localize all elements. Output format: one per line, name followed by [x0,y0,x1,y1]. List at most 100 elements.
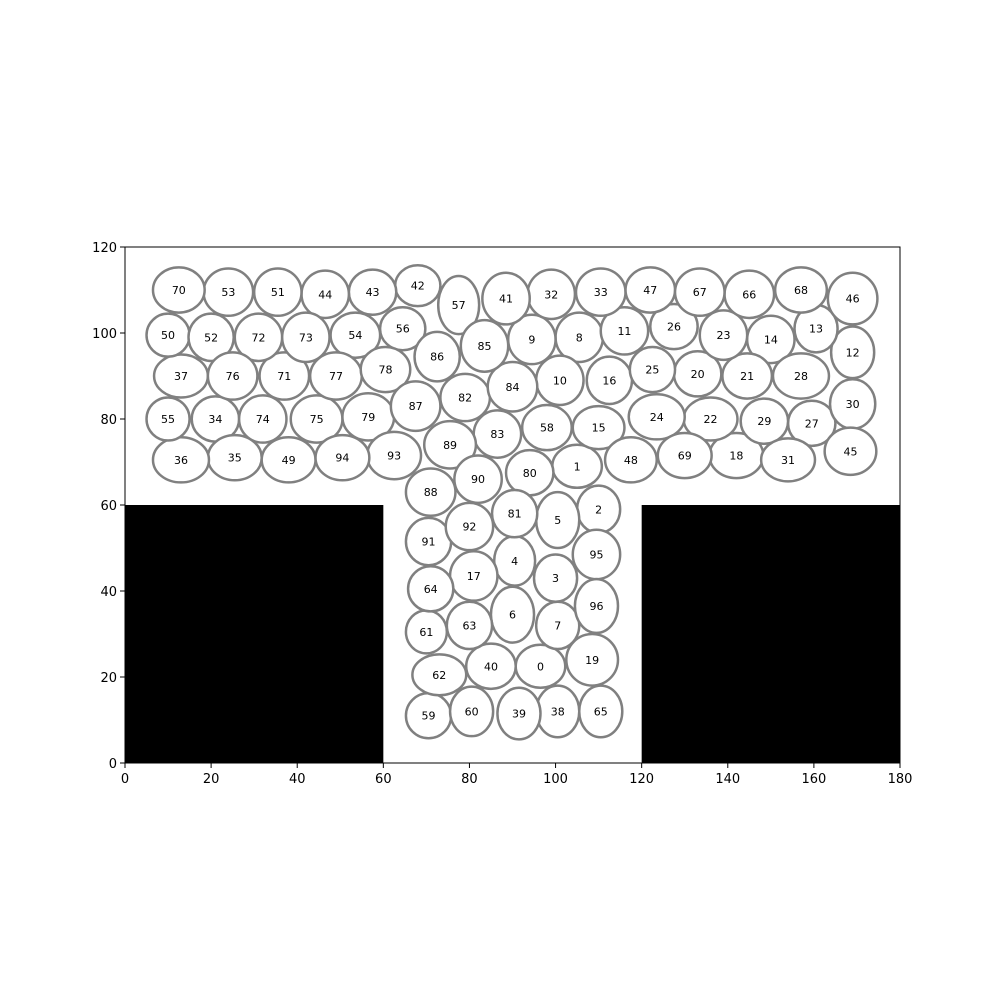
ellipse-label: 80 [523,467,537,480]
x-tick-label: 0 [121,772,129,787]
ellipse-mark [453,454,503,505]
ellipse-label: 31 [781,454,795,467]
ellipse-mark [573,577,620,635]
ellipse-label: 34 [208,413,222,426]
ellipse-mark [404,467,457,518]
ellipse-label: 66 [742,288,756,301]
ellipse-label: 77 [329,370,343,383]
ellipse-mark [314,433,371,482]
ellipse-label: 16 [602,374,616,387]
ellipse-mark [534,600,581,651]
x-tick-label: 120 [629,772,654,787]
ellipse-label: 41 [499,293,513,306]
ellipse-label: 10 [553,374,567,387]
ellipse-label: 79 [361,411,375,424]
ellipse-label: 33 [594,286,608,299]
ellipse-label: 90 [471,473,485,486]
ellipse-mark [565,632,620,687]
ellipse-label: 83 [490,428,504,441]
ellipse-label: 65 [594,705,608,718]
ellipse-mark [599,305,650,356]
ellipse-label: 56 [396,323,410,336]
ellipse-label: 3 [552,572,559,585]
ellipse-label: 12 [846,346,860,359]
ellipse-label: 21 [740,370,754,383]
ellipse-mark [603,436,658,484]
ellipse-mark [628,345,677,394]
x-tick-label: 60 [375,772,392,787]
ellipse-mark [773,266,829,314]
ellipse-label: 0 [537,660,544,673]
y-tick-label: 0 [109,757,117,772]
ellipse-label: 26 [667,321,681,334]
ellipse-label: 51 [271,286,285,299]
ellipse-label: 46 [846,293,860,306]
ellipse-label: 67 [693,286,707,299]
ellipse-mark [389,380,442,433]
ellipse-mark [826,271,879,326]
ellipse-label: 96 [589,600,603,613]
ellipse-label: 25 [645,364,659,377]
x-tick-label: 140 [715,772,740,787]
ellipse-label: 18 [729,450,743,463]
ellipse-label: 37 [174,370,188,383]
y-tick-label: 120 [92,241,117,256]
ellipse-mark [577,684,624,739]
ellipse-mark [413,330,462,383]
ellipse-mark [496,686,542,741]
ellipse-mark [448,685,495,738]
ellipse-label: 36 [174,454,188,467]
ellipse-label: 22 [704,413,718,426]
ellipse-mark [481,271,531,326]
x-tick-label: 100 [543,772,568,787]
ellipse-mark [627,393,686,441]
ellipse-label: 43 [366,286,380,299]
y-tick-label: 20 [100,671,117,686]
ellipse-label: 11 [617,325,631,338]
ellipse-label: 61 [419,626,433,639]
obstacle-block [641,505,900,763]
x-tick-label: 20 [203,772,220,787]
ellipse-mark [673,267,726,318]
ellipse-label: 50 [161,329,175,342]
ellipse-label: 57 [452,299,466,312]
x-tick-label: 40 [289,772,306,787]
ellipse-label: 76 [226,370,240,383]
ellipse-mark [422,419,478,470]
obstacle-block [125,505,384,763]
ellipse-label: 13 [809,323,823,336]
ellipse-label: 75 [310,413,324,426]
ellipse-label: 89 [443,439,457,452]
ellipse-label: 69 [678,450,692,463]
ellipse-mark [464,642,517,691]
ellipse-label: 49 [282,454,296,467]
ellipse-label: 82 [458,392,472,405]
ellipse-label: 94 [335,452,349,465]
ellipse-mark [280,311,331,364]
ellipse-label: 48 [624,454,638,467]
ellipse-mark [411,653,468,697]
ellipse-label: 64 [424,583,438,596]
ellipse-mark [151,266,206,314]
ellipse-label: 87 [409,400,423,413]
ellipse-label: 93 [387,450,401,463]
ellipse-mark [739,397,790,445]
ellipse-label: 23 [716,329,730,342]
ellipse-label: 86 [430,351,444,364]
ellipse-label: 45 [843,445,857,458]
ellipse-mark [486,360,539,413]
ellipse-label: 74 [256,413,270,426]
ellipse-mark [359,345,412,394]
ellipse-label: 19 [585,654,599,667]
ellipse-mark [445,600,494,651]
ellipse-mark [459,318,510,373]
ellipse-label: 40 [484,660,498,673]
ellipse-mark [823,426,878,477]
ellipse-label: 91 [422,536,436,549]
ellipse-label: 6 [509,609,516,622]
ellipse-mark [771,352,831,400]
ellipse-label: 72 [251,331,265,344]
ellipse-label: 63 [462,619,476,632]
